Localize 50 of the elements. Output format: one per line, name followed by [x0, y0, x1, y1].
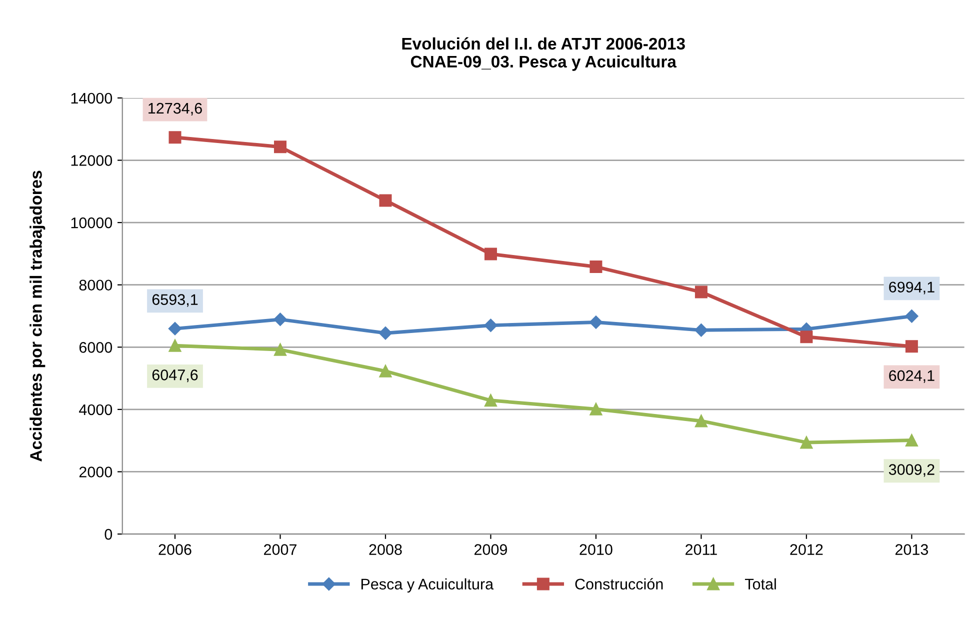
point: [590, 260, 602, 274]
point: [484, 394, 497, 407]
legend-label: Construcción: [575, 578, 663, 590]
y-tick-label: 8000: [79, 280, 112, 291]
x-tick-label: 2008: [369, 544, 402, 555]
point: [694, 324, 708, 337]
point: [484, 248, 497, 260]
x-tick-label: 2011: [686, 544, 717, 555]
data-label: 12734,6: [148, 102, 202, 116]
y-tick-label: 14000: [71, 92, 112, 104]
point: [905, 434, 918, 447]
x-tick-label: 2006: [158, 544, 192, 555]
x-tick-label: 2012: [790, 544, 823, 555]
data-label: 6047,6: [152, 370, 198, 382]
point: [274, 343, 286, 356]
x-tick-label: 2007: [264, 544, 296, 555]
point: [694, 414, 708, 428]
y-tick-label: 4000: [79, 404, 112, 416]
point: [168, 322, 182, 336]
point: [379, 194, 392, 207]
data-label: 6024,1: [889, 370, 934, 383]
x-tick-label: 2013: [895, 544, 928, 555]
point: [379, 364, 392, 378]
data-label: 6994,1: [889, 282, 934, 294]
point: [905, 340, 918, 353]
point: [168, 131, 182, 144]
point: [589, 316, 603, 329]
legend-label: Pesca y Acuicultura: [361, 578, 494, 593]
y-axis-title: Accidentes por cien mil trabajadores: [30, 170, 46, 462]
data-label: 6593,1: [152, 294, 198, 307]
y-tick-label: 6000: [79, 342, 112, 353]
point: [800, 330, 813, 344]
point: [694, 286, 708, 298]
point: [590, 402, 602, 416]
point: [905, 310, 918, 323]
y-tick-label: 0: [104, 528, 112, 540]
y-tick-label: 2000: [79, 466, 112, 478]
data-label: 3009,2: [888, 464, 934, 477]
point: [274, 140, 286, 154]
chart-title: Evolución del I.I. de ATJT 2006-2013 CNAE-09_03. Pesca y Acuicultura: [402, 37, 685, 71]
x-tick-label: 2010: [580, 544, 612, 555]
y-tick-label: 12000: [71, 155, 112, 166]
point: [378, 326, 392, 340]
y-tick-label: 10000: [71, 217, 112, 228]
x-tick-label: 2009: [474, 544, 507, 555]
point: [274, 312, 287, 326]
point: [168, 339, 182, 352]
legend-label: Total: [744, 578, 776, 590]
point: [484, 318, 498, 332]
point: [800, 436, 813, 449]
